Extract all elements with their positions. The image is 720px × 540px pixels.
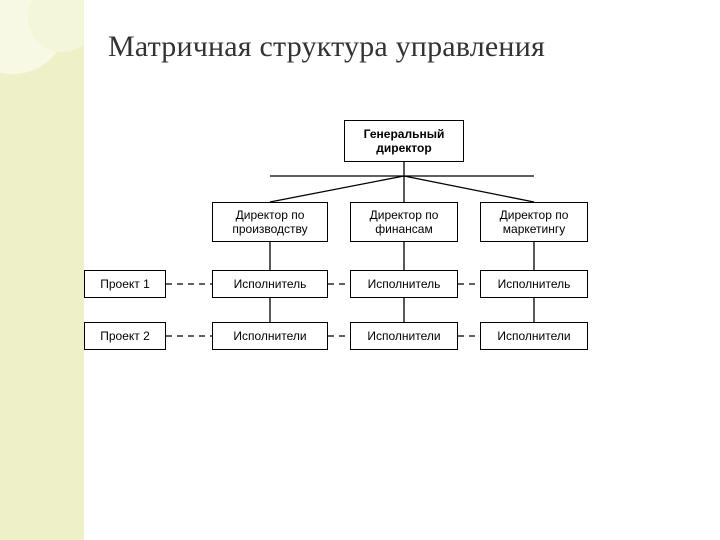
slide-title: Матричная структура управления	[108, 30, 545, 64]
node-d2: Директор по финансам	[350, 202, 458, 242]
node-e23: Исполнители	[480, 322, 588, 350]
org-chart-diagram: Генеральный директор Директор по производ…	[84, 120, 720, 420]
sidebar-decoration	[0, 0, 84, 540]
node-e11: Исполнитель	[212, 270, 328, 298]
node-p2: Проект 2	[84, 322, 166, 350]
node-d3: Директор по маркетингу	[480, 202, 588, 242]
node-e22: Исполнители	[350, 322, 458, 350]
node-p1: Проект 1	[84, 270, 166, 298]
node-e21: Исполнители	[212, 322, 328, 350]
node-d1: Директор по производству	[212, 202, 328, 242]
node-e13: Исполнитель	[480, 270, 588, 298]
node-ceo: Генеральный директор	[344, 120, 464, 162]
node-e12: Исполнитель	[350, 270, 458, 298]
slide-content: Матричная структура управления Генеральн…	[84, 0, 720, 540]
